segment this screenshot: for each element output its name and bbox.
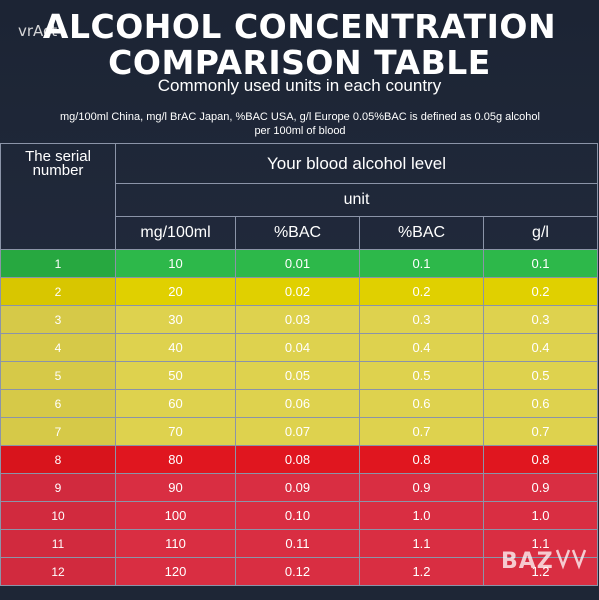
column-header: g/l bbox=[482, 216, 599, 250]
page-subtitle: Commonly used units in each country bbox=[157, 76, 442, 95]
watermark-text: vrAct bbox=[18, 22, 58, 40]
serial-number-cell: 11 bbox=[0, 529, 116, 558]
value-cell: 0.8 bbox=[482, 445, 599, 474]
table-row: 10 100 0.10 1.0 1.0 bbox=[0, 501, 599, 530]
value-cell: 0.01 bbox=[235, 249, 360, 278]
column-header: %BAC bbox=[235, 216, 360, 250]
serial-number-cell: 10 bbox=[0, 501, 116, 530]
page-title-line-2: COMPARISON TABLE bbox=[108, 43, 491, 82]
table-row: 1 10 0.01 0.1 0.1 bbox=[0, 249, 599, 278]
value-cell: 0.6 bbox=[482, 389, 599, 418]
value-cell: 60 bbox=[115, 389, 236, 418]
value-cell: 1.1 bbox=[359, 529, 484, 558]
value-cell: 0.04 bbox=[235, 333, 360, 362]
table-row: 9 90 0.09 0.9 0.9 bbox=[0, 473, 599, 502]
value-cell: 70 bbox=[115, 417, 236, 446]
value-cell: 0.5 bbox=[359, 361, 484, 390]
value-cell: 40 bbox=[115, 333, 236, 362]
blood-alcohol-level-header: Your blood alcohol level bbox=[114, 143, 599, 184]
value-cell: 120 bbox=[115, 557, 236, 586]
serial-number-cell: 8 bbox=[0, 445, 116, 474]
serial-number-cell: 4 bbox=[0, 333, 116, 362]
value-cell: 0.8 bbox=[359, 445, 484, 474]
value-cell: 0.7 bbox=[359, 417, 484, 446]
value-cell: 0.1 bbox=[359, 249, 484, 278]
value-cell: 0.3 bbox=[482, 305, 599, 334]
svg-text:BAZ: BAZ bbox=[501, 549, 554, 574]
value-cell: 0.08 bbox=[235, 445, 360, 474]
serial-number-cell: 7 bbox=[0, 417, 116, 446]
value-cell: 0.4 bbox=[482, 333, 599, 362]
value-cell: 0.11 bbox=[235, 529, 360, 558]
table-row: 7 70 0.07 0.7 0.7 bbox=[0, 417, 599, 446]
value-cell: 0.07 bbox=[235, 417, 360, 446]
value-cell: 0.12 bbox=[235, 557, 360, 586]
serial-number-cell: 1 bbox=[0, 249, 116, 278]
value-cell: 0.2 bbox=[482, 277, 599, 306]
value-cell: 80 bbox=[115, 445, 236, 474]
value-cell: 1.0 bbox=[359, 501, 484, 530]
value-cell: 0.5 bbox=[482, 361, 599, 390]
value-cell: 0.02 bbox=[235, 277, 360, 306]
unit-header: unit bbox=[114, 183, 599, 217]
column-header: mg/100ml bbox=[115, 216, 236, 250]
serial-number-cell: 5 bbox=[0, 361, 116, 390]
value-cell: 10 bbox=[115, 249, 236, 278]
serial-number-cell: 2 bbox=[0, 277, 116, 306]
serial-number-cell: 12 bbox=[0, 557, 116, 586]
value-cell: 1.0 bbox=[482, 501, 599, 530]
value-cell: 50 bbox=[115, 361, 236, 390]
serial-number-cell: 6 bbox=[0, 389, 116, 418]
table-row: 8 80 0.08 0.8 0.8 bbox=[0, 445, 599, 474]
value-cell: 0.05 bbox=[235, 361, 360, 390]
value-cell: 0.2 bbox=[359, 277, 484, 306]
serial-number-header: The serial number bbox=[0, 143, 116, 250]
table-header-row: The serial number Your blood alcohol lev… bbox=[0, 143, 599, 250]
value-cell: 0.06 bbox=[235, 389, 360, 418]
value-cell: 0.4 bbox=[359, 333, 484, 362]
table-row: 2 20 0.02 0.2 0.2 bbox=[0, 277, 599, 306]
table-row: 6 60 0.06 0.6 0.6 bbox=[0, 389, 599, 418]
value-cell: 0.3 bbox=[359, 305, 484, 334]
value-cell: 0.03 bbox=[235, 305, 360, 334]
value-cell: 30 bbox=[115, 305, 236, 334]
value-cell: 0.09 bbox=[235, 473, 360, 502]
value-cell: 110 bbox=[115, 529, 236, 558]
column-header-row: mg/100ml %BAC %BAC g/l bbox=[1, 216, 599, 250]
comparison-table: The serial number Your blood alcohol lev… bbox=[0, 143, 599, 586]
value-cell: 0.7 bbox=[482, 417, 599, 446]
units-note: mg/100ml China, mg/l BrAC Japan, %BAC US… bbox=[60, 111, 540, 137]
table-row: 3 30 0.03 0.3 0.3 bbox=[0, 305, 599, 334]
serial-number-cell: 9 bbox=[0, 473, 116, 502]
page-title-line-1: ALCOHOL CONCENTRATION bbox=[42, 7, 557, 46]
value-cell: 20 bbox=[115, 277, 236, 306]
value-cell: 1.2 bbox=[482, 557, 599, 586]
value-cell: 0.9 bbox=[359, 473, 484, 502]
value-cell: 100 bbox=[115, 501, 236, 530]
value-cell: 0.10 bbox=[235, 501, 360, 530]
value-cell: 0.1 bbox=[482, 249, 599, 278]
value-cell: 1.2 bbox=[359, 557, 484, 586]
value-cell: 0.6 bbox=[359, 389, 484, 418]
column-header: %BAC bbox=[359, 216, 484, 250]
table-row: 4 40 0.04 0.4 0.4 bbox=[0, 333, 599, 362]
value-cell: 0.9 bbox=[482, 473, 599, 502]
value-cell: 90 bbox=[115, 473, 236, 502]
serial-number-cell: 3 bbox=[0, 305, 116, 334]
table-row: 12 120 0.12 1.2 1.2 bbox=[0, 557, 599, 586]
table-row: 5 50 0.05 0.5 0.5 bbox=[0, 361, 599, 390]
bazar-logo: BAZ bbox=[501, 549, 587, 574]
